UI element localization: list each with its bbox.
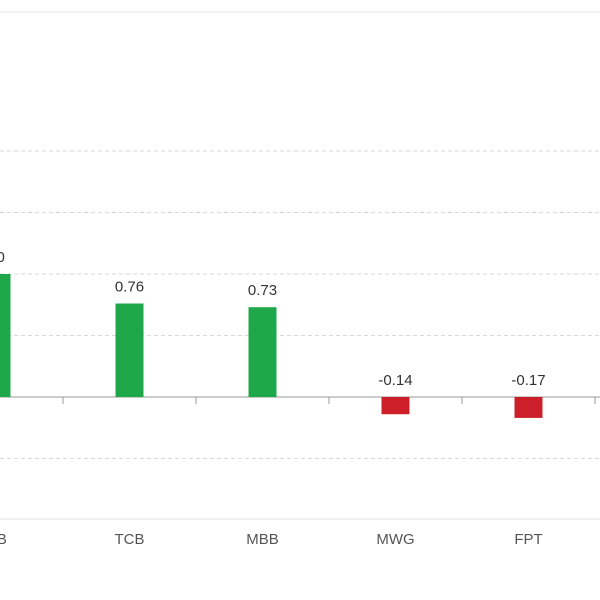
- data-label-fpt: -0.17: [511, 372, 545, 389]
- data-label-mbb: 0.73: [248, 282, 277, 299]
- x-tick-label-mbb: MBB: [246, 531, 279, 548]
- bar-mbb: [248, 307, 277, 397]
- bar-fpt: [514, 397, 543, 418]
- x-tick-label-tcb: TCB: [115, 531, 145, 548]
- x-tick-label-cb: CB: [0, 531, 7, 548]
- x-tick-label-fpt: FPT: [514, 531, 542, 548]
- bar-cb: [0, 274, 11, 397]
- bars: [0, 274, 543, 418]
- data-label-cb: 00: [0, 249, 5, 266]
- x-tick-label-mwg: MWG: [376, 531, 414, 548]
- labels: 00 CB 0.76 TCB 0.73 MBB -0.14 MWG -0.17 FPT: [0, 249, 546, 548]
- data-label-mwg: -0.14: [378, 372, 412, 389]
- grid-lines: [0, 11, 600, 520]
- bar-tcb: [115, 303, 144, 397]
- x-axis: [0, 396, 600, 404]
- bar-mwg: [381, 397, 410, 415]
- data-label-tcb: 0.76: [115, 279, 144, 296]
